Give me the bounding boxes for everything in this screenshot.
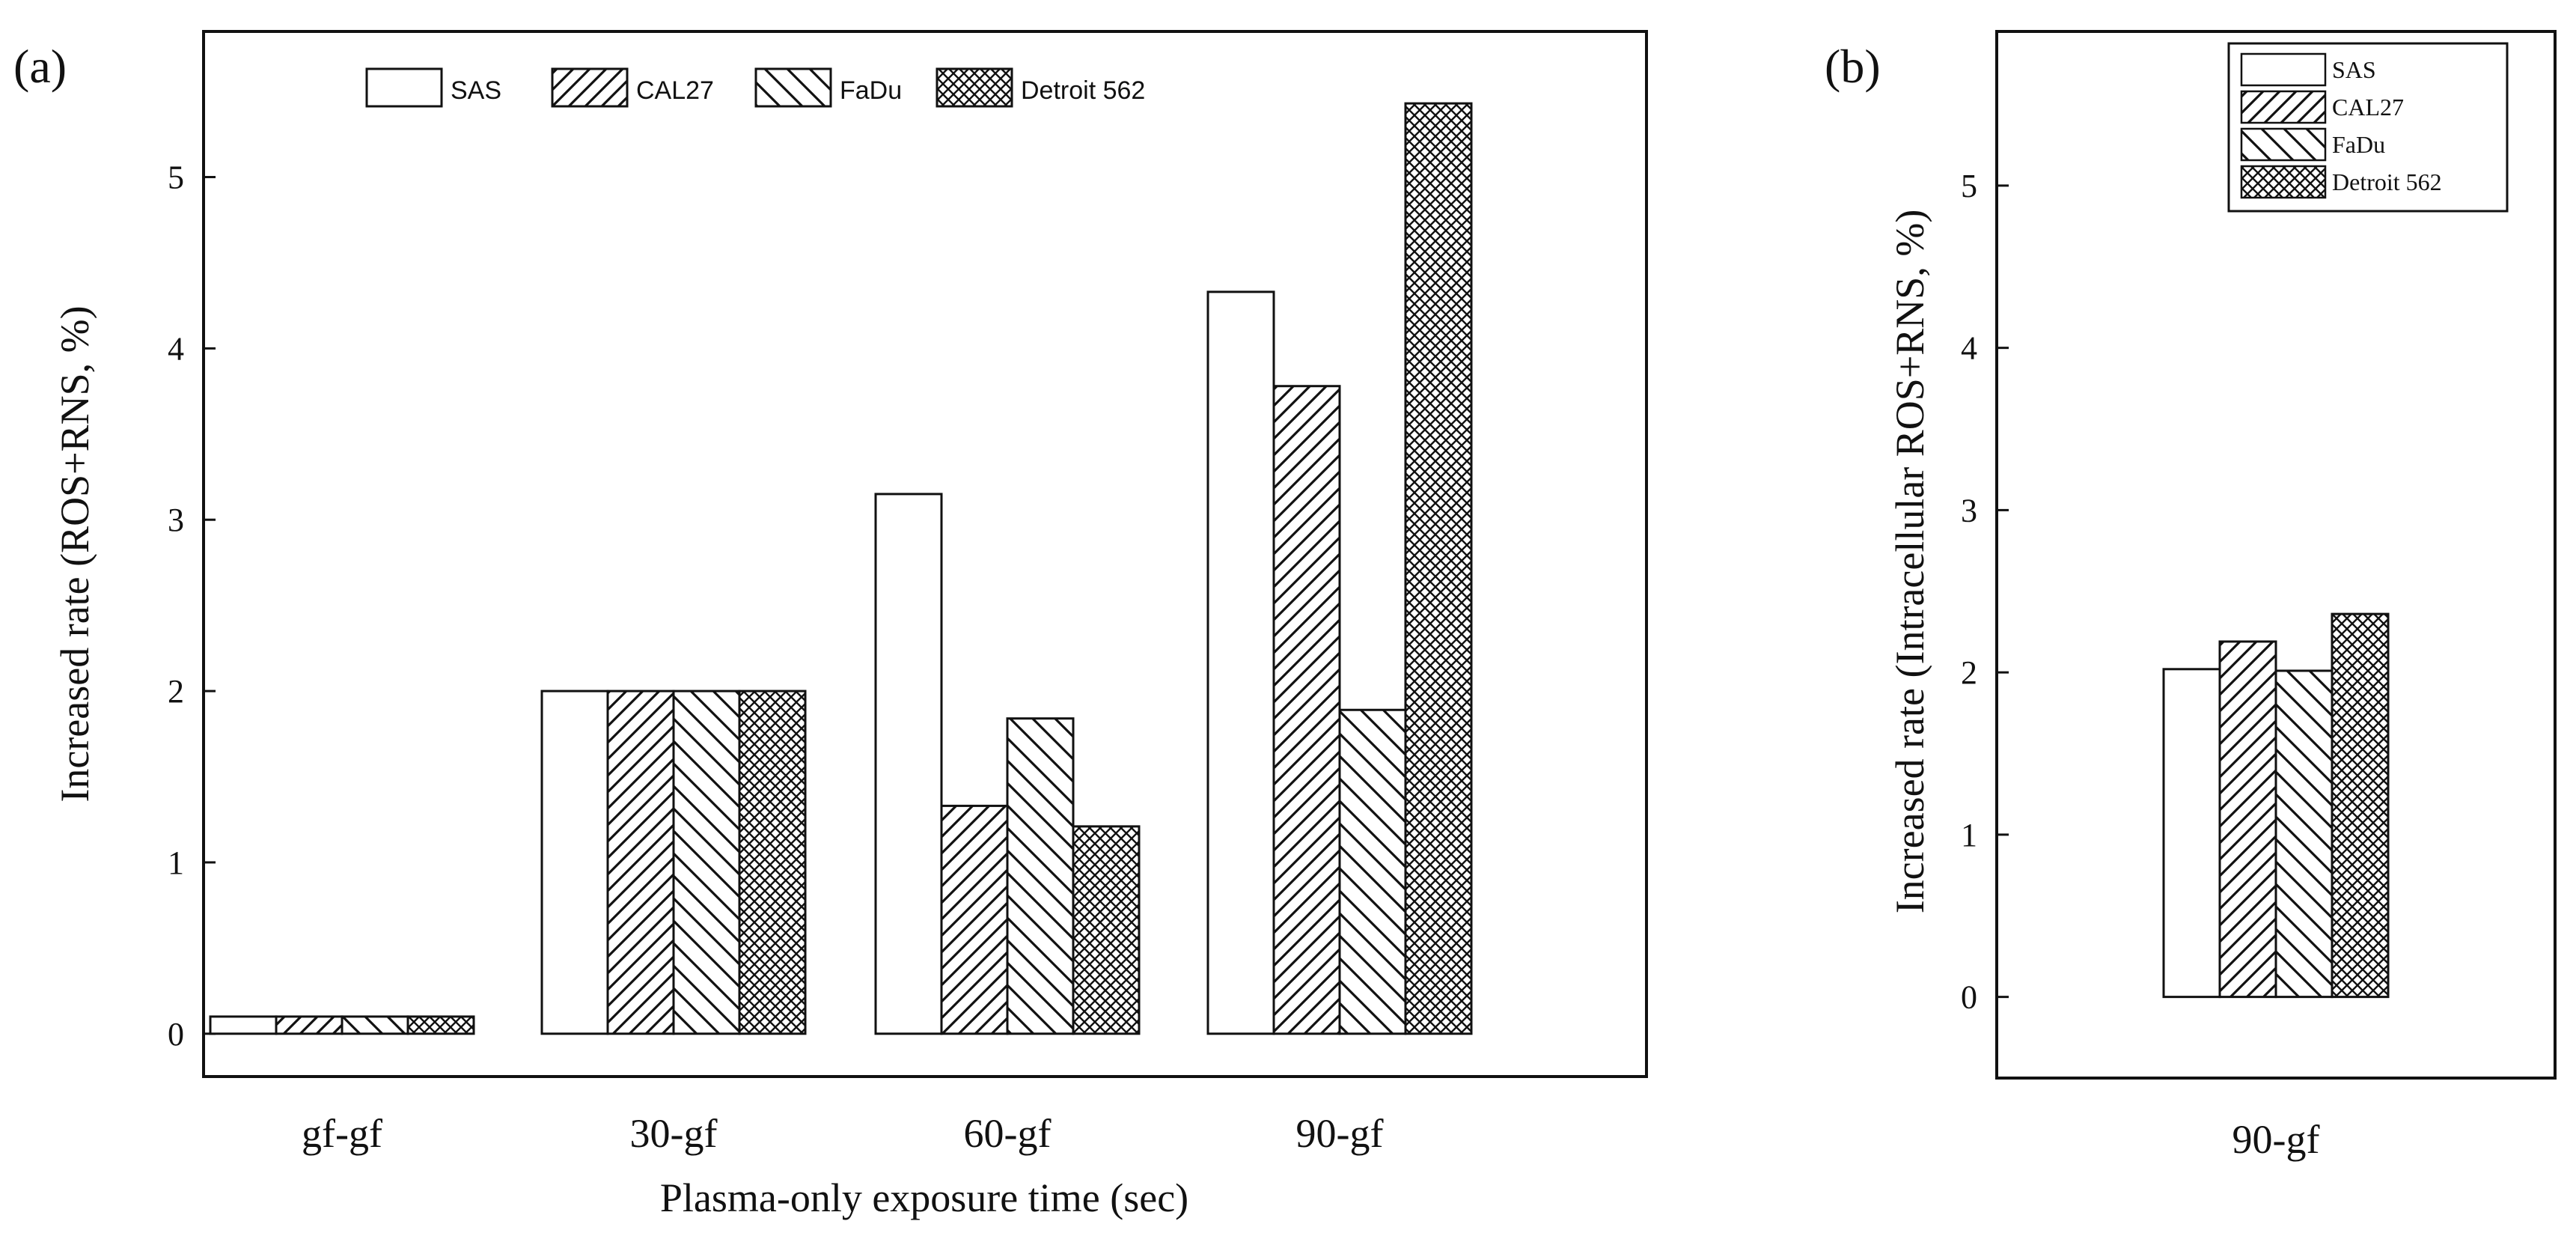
legend-b-label-detroit562: Detroit 562 — [2332, 168, 2442, 195]
chart-b-y-axis-title: Increased rate (Intracellular ROS+RNS, %… — [1887, 210, 1932, 914]
chart-a-x-axis-title: Plasma-only exposure time (sec) — [660, 1175, 1188, 1220]
bar-30gf-sas — [540, 690, 609, 1035]
chart-b-plot-frame — [1995, 30, 2557, 1080]
y-tick-label: 1 — [168, 844, 184, 881]
chart-a-bars — [209, 102, 1473, 1035]
y-tick-label: 5 — [168, 159, 184, 196]
chart-a-legend: SAS CAL27 FaDu Detroit 562 — [365, 67, 1145, 108]
chart-a-x-labels: gf-gf 30-gf 60-gf 90-gf — [302, 1111, 1383, 1156]
bar-90gf-cal27 — [2218, 640, 2277, 999]
y-tick-label: 2 — [168, 673, 184, 710]
x-category-label: 30-gf — [630, 1111, 718, 1156]
bar-60gf-detroit562 — [1072, 825, 1141, 1035]
legend-a-swatch-detroit562 — [936, 67, 1013, 108]
legend-a-swatch-sas — [365, 67, 443, 108]
bar-60gf-fadu — [1006, 717, 1075, 1035]
legend-b-swatch-sas — [2240, 52, 2327, 87]
chart-b-bars — [2162, 612, 2390, 999]
bar-60gf-sas — [874, 493, 943, 1035]
legend-b-label-sas: SAS — [2332, 56, 2376, 83]
y-tick-label: 1 — [1961, 817, 1977, 853]
bar-90gf-fadu — [2274, 669, 2334, 999]
legend-a-label-cal27: CAL27 — [636, 76, 714, 105]
chart-b-y-ticks: 0 1 2 3 4 5 — [1961, 168, 2009, 1016]
legend-b-swatch-detroit562 — [2240, 165, 2327, 199]
bar-90gf-cal27 — [1272, 385, 1341, 1035]
legend-a-swatch-cal27 — [551, 67, 629, 108]
panel-a-label: (a) — [13, 40, 67, 93]
chart-a: 0 1 2 3 4 5 gf-gf 30-gf 60-gf 90-gf Plasma-only … — [52, 30, 1648, 1220]
chart-b-legend: SAS CAL27 FaDu Detroit 562 — [2227, 42, 2509, 213]
bar-gfgf-cal27 — [275, 1015, 344, 1035]
chart-b-x-labels: 90-gf — [2232, 1117, 2320, 1162]
legend-a-label-sas: SAS — [451, 76, 501, 105]
y-tick-label: 4 — [1961, 330, 1977, 367]
x-category-label: 90-gf — [1296, 1111, 1384, 1156]
y-tick-label: 0 — [168, 1016, 184, 1053]
bar-90gf-sas — [1206, 290, 1275, 1035]
y-tick-label: 2 — [1961, 654, 1977, 691]
legend-b-swatch-fadu — [2240, 127, 2327, 162]
chart-a-y-axis-title: Increased rate (ROS+RNS, %) — [52, 305, 97, 802]
bar-90gf-fadu — [1338, 708, 1407, 1035]
bar-90gf-sas — [2162, 668, 2221, 999]
bar-30gf-cal27 — [606, 690, 675, 1035]
bar-30gf-fadu — [672, 690, 741, 1035]
chart-a-y-ticks: 0 1 2 3 4 5 — [168, 159, 216, 1053]
panel-b-label: (b) — [1825, 40, 1881, 93]
x-category-label: 60-gf — [964, 1111, 1052, 1156]
y-tick-label: 5 — [1961, 168, 1977, 204]
y-tick-label: 3 — [1961, 492, 1977, 529]
bar-90gf-detroit562 — [2331, 612, 2390, 999]
legend-b-label-fadu: FaDu — [2332, 131, 2385, 158]
y-tick-label: 0 — [1961, 979, 1977, 1016]
x-category-label: gf-gf — [302, 1111, 382, 1156]
legend-b-label-cal27: CAL27 — [2332, 94, 2404, 121]
x-category-label: 90-gf — [2232, 1117, 2320, 1162]
chart-a-plot-frame — [202, 30, 1648, 1078]
bar-gfgf-fadu — [341, 1015, 409, 1035]
chart-b: 0 1 2 3 4 5 90-gf Increased rate (Intracellul… — [1887, 30, 2557, 1162]
legend-a-label-detroit562: Detroit 562 — [1021, 76, 1145, 105]
legend-a-label-fadu: FaDu — [840, 76, 902, 105]
bar-gfgf-detroit562 — [406, 1015, 475, 1035]
legend-a-swatch-fadu — [754, 67, 832, 108]
legend-b-swatch-cal27 — [2240, 90, 2327, 124]
y-tick-label: 4 — [168, 330, 184, 367]
bar-90gf-detroit562 — [1404, 102, 1473, 1035]
y-tick-label: 3 — [168, 502, 184, 538]
bar-30gf-detroit562 — [738, 690, 807, 1035]
bar-gfgf-sas — [209, 1015, 278, 1035]
bar-60gf-cal27 — [940, 804, 1009, 1035]
